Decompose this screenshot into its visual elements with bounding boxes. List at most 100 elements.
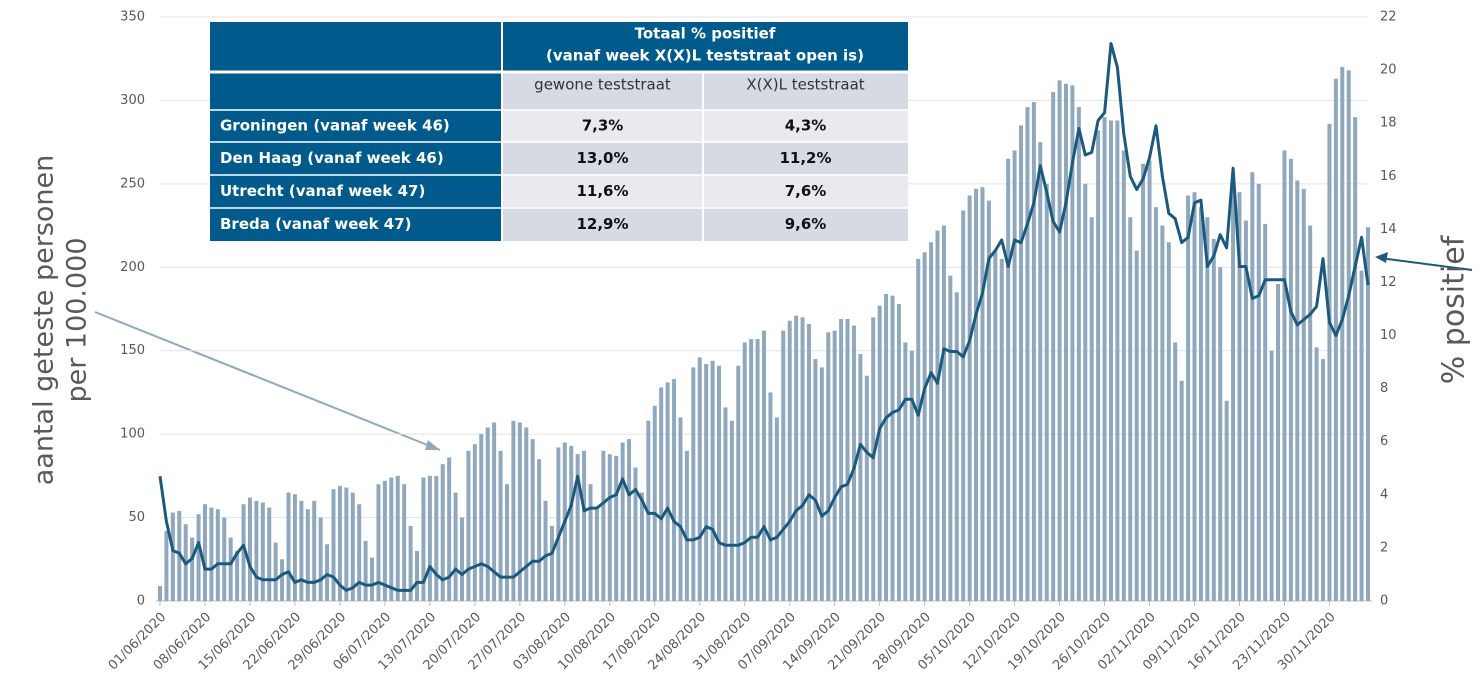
bar: [299, 500, 304, 601]
bar: [402, 484, 407, 601]
y2-tick-label: 18: [1380, 116, 1397, 131]
y2-tick-label: 20: [1380, 63, 1397, 78]
table-cell: 4,3%: [785, 117, 827, 135]
bar: [485, 427, 490, 601]
bar: [350, 492, 355, 601]
table-cell: 11,6%: [576, 182, 628, 200]
bar: [768, 392, 773, 601]
bar: [434, 475, 439, 601]
bar: [530, 439, 535, 601]
bar: [582, 450, 587, 601]
bar: [717, 365, 722, 601]
bar: [1064, 83, 1068, 601]
bar: [755, 339, 760, 601]
bar: [704, 364, 709, 601]
bar: [742, 342, 747, 601]
bar: [164, 530, 169, 601]
bar: [1070, 85, 1075, 601]
bar: [1044, 183, 1049, 601]
bar: [421, 477, 426, 601]
bar: [922, 252, 927, 602]
y-tick-label: 250: [120, 176, 145, 191]
bar: [594, 509, 599, 601]
bar: [492, 422, 497, 601]
bar: [1186, 195, 1191, 601]
table-cell: 13,0%: [576, 149, 628, 167]
bar: [517, 422, 522, 601]
bar: [1141, 163, 1146, 601]
bar: [941, 225, 946, 602]
bar: [1031, 102, 1036, 602]
table-rowhead-bg: [210, 72, 502, 241]
bar: [993, 250, 998, 601]
bar: [318, 517, 323, 601]
bar: [447, 457, 452, 601]
bar: [241, 504, 246, 601]
bar: [935, 230, 940, 601]
bar: [569, 445, 574, 601]
bar: [1025, 107, 1030, 602]
bar: [504, 484, 509, 601]
bar: [1108, 120, 1113, 602]
bar: [864, 375, 869, 601]
bar: [627, 439, 632, 601]
y2-tick-label: 4: [1380, 487, 1388, 502]
bar: [460, 517, 464, 601]
bar: [961, 210, 966, 601]
bar: [620, 442, 625, 601]
bar: [1038, 142, 1043, 601]
y-tick-label: 0: [137, 594, 145, 609]
bar: [389, 477, 394, 601]
bar: [1012, 150, 1017, 601]
bar: [395, 475, 400, 601]
bar: [665, 382, 670, 601]
bar: [1263, 223, 1268, 601]
bar: [1153, 207, 1158, 601]
table-cell: 9,6%: [785, 215, 827, 233]
table-column-header: X(X)L teststraat: [746, 76, 864, 94]
bar: [954, 292, 959, 601]
bar: [1019, 125, 1024, 601]
y-tick-label: 100: [120, 427, 145, 442]
y2-axis-label: % positief: [1437, 234, 1472, 384]
bar: [280, 559, 285, 601]
bar: [1006, 158, 1011, 602]
bar: [948, 275, 953, 601]
y2-tick-label: 10: [1380, 328, 1397, 343]
bar: [1076, 107, 1081, 602]
table-header: (vanaf week X(X)L teststraat open is): [546, 47, 864, 65]
bar: [877, 305, 882, 601]
bar: [337, 485, 342, 601]
bar: [1250, 172, 1255, 602]
bar: [659, 387, 664, 601]
bar: [678, 417, 683, 601]
bar: [247, 497, 252, 601]
bar: [408, 525, 413, 601]
bar: [1327, 123, 1332, 601]
y-tick-label: 200: [120, 260, 145, 275]
summary-table: Totaal % positief (vanaf week X(X)L tests…: [210, 22, 908, 241]
bar: [839, 319, 844, 601]
bar: [684, 450, 689, 601]
bar: [723, 407, 728, 601]
bar: [472, 444, 477, 601]
bar: [575, 454, 580, 601]
bar: [858, 354, 863, 601]
bar: [549, 525, 554, 601]
bar: [312, 500, 317, 601]
bar: [1096, 130, 1101, 601]
table-cell: 7,3%: [582, 117, 624, 135]
bar: [819, 367, 824, 601]
bar: [1256, 183, 1261, 601]
bar: [691, 367, 696, 601]
bar: [999, 258, 1004, 601]
bar: [556, 447, 561, 601]
bar: [787, 320, 792, 601]
bar: [1218, 267, 1223, 601]
bar: [1321, 359, 1326, 601]
bar: [1173, 342, 1178, 601]
bar: [909, 350, 914, 601]
bar: [1243, 220, 1248, 601]
bar: [806, 324, 811, 601]
